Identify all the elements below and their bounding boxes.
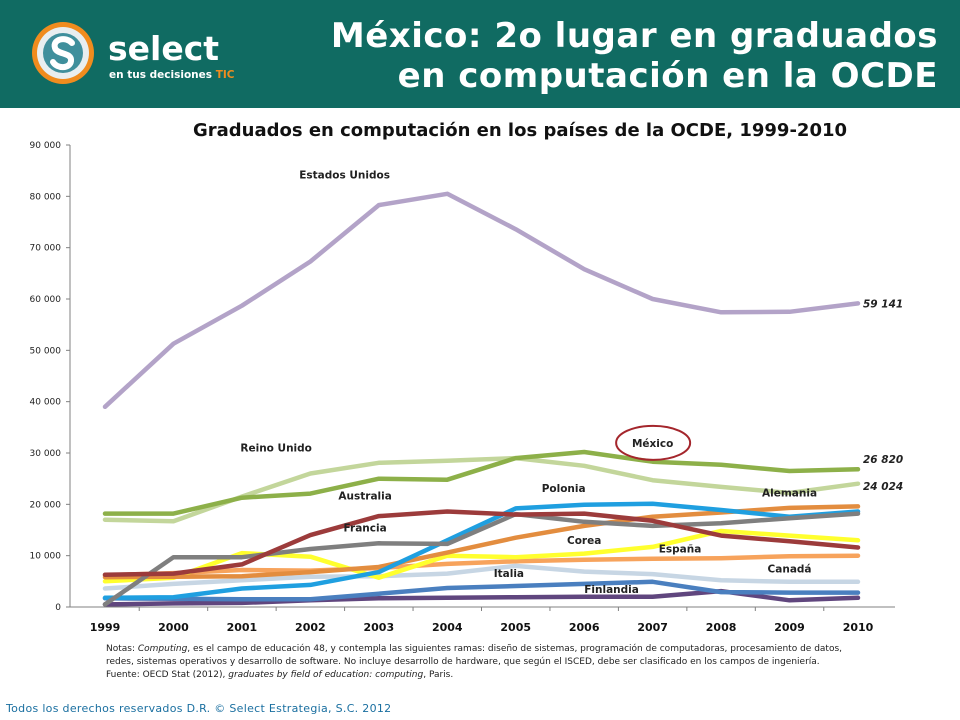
series-line-méxico <box>102 449 861 516</box>
series-label: Canadá <box>768 564 812 576</box>
notes-line-3: Fuente: OECD Stat (2012), graduates by f… <box>106 670 454 680</box>
series-line-polonia <box>102 501 861 601</box>
series-label: Corea <box>567 535 601 547</box>
y-tick-label: 40 000 <box>30 398 62 408</box>
series-label: España <box>659 544 702 556</box>
y-tick-label: 30 000 <box>30 449 62 459</box>
page-title-line-1: México: 2o lugar en graduados <box>330 16 938 56</box>
series-label: México <box>632 438 673 450</box>
highlight-ellipse-mexico <box>615 424 692 461</box>
notes-line-1: Notas: Computing, es el campo de educaci… <box>106 644 843 654</box>
chart-title: Graduados en computación en los países d… <box>192 120 848 141</box>
series-label: Francia <box>344 523 387 535</box>
end-value-label: 26 820 <box>863 454 903 466</box>
chart-notes: Notas: Computing, es el campo de educaci… <box>106 643 896 682</box>
x-tick-label: 2008 <box>706 621 737 634</box>
x-tick-label: 2004 <box>432 621 463 634</box>
series-line-australia <box>102 509 861 577</box>
series-line-canadá <box>102 579 861 602</box>
y-tick-label: 0 <box>55 603 61 613</box>
series-label: Finlandia <box>584 584 639 596</box>
series-label: Reino Unido <box>240 442 311 454</box>
series-line-estados-unidos <box>102 191 861 410</box>
x-tick-label: 2009 <box>774 621 805 634</box>
end-value-label: 59 141 <box>863 298 903 310</box>
x-tick-label: 2001 <box>227 621 258 634</box>
series-line-francia <box>102 511 861 607</box>
series-label: Alemania <box>762 488 817 500</box>
select-logo: select en tus decisiones TIC <box>32 22 235 84</box>
y-tick-label: 10 000 <box>30 552 62 562</box>
logo-tagline: en tus decisiones TIC <box>109 69 235 81</box>
x-tick-label: 2006 <box>569 621 600 634</box>
x-tick-label: 2007 <box>637 621 668 634</box>
x-tick-label: 2010 <box>843 621 874 634</box>
x-tick-label: 2003 <box>364 621 395 634</box>
notes-line-2: redes, sistemas operativos y desarrollo … <box>106 657 820 667</box>
x-tick-label: 2005 <box>500 621 531 634</box>
y-tick-label: 70 000 <box>30 244 62 254</box>
series-line-italia <box>102 563 861 591</box>
line-chart: 0 10 000 20 000 30 000 40 000 50 000 60 000 70 … <box>30 141 904 634</box>
y-tick-label: 20 000 <box>30 500 62 510</box>
end-value-label: 24 024 <box>863 481 903 493</box>
page-title-line-2: en computación en la OCDE <box>397 56 938 96</box>
x-tick-label: 2002 <box>295 621 326 634</box>
series-label: Polonia <box>542 483 586 495</box>
y-tick-label: 90 000 <box>30 141 62 151</box>
series-line-españa <box>102 553 861 578</box>
series-label: Italia <box>494 568 524 580</box>
series-label: Australia <box>338 491 391 503</box>
y-tick-label: 50 000 <box>30 346 62 356</box>
copyright-footer: Todos los derechos reservados D.R. © Sel… <box>6 702 392 715</box>
series-label: Estados Unidos <box>299 169 390 181</box>
y-tick-label: 60 000 <box>30 295 62 305</box>
y-tick-label: 80 000 <box>30 192 62 202</box>
x-tick-label: 2000 <box>158 621 189 634</box>
logo-word: select <box>108 29 219 68</box>
x-tick-label: 1999 <box>90 621 121 634</box>
header-bar: select en tus decisiones TIC México: 2o … <box>0 0 960 108</box>
